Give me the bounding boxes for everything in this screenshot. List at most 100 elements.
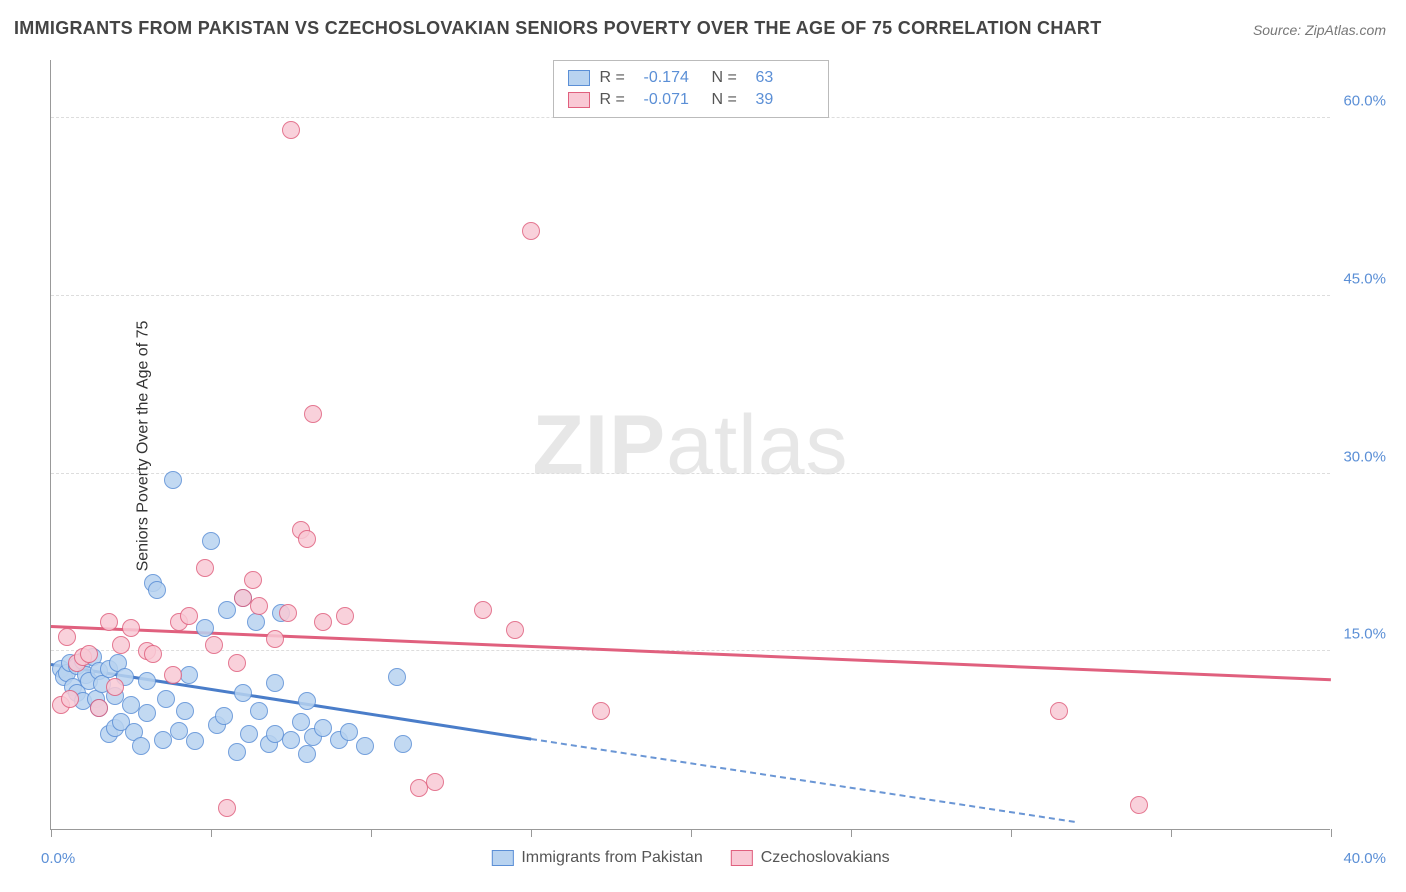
x-tick	[531, 829, 532, 837]
data-point	[282, 731, 300, 749]
data-point	[100, 613, 118, 631]
data-point	[250, 702, 268, 720]
x-tick	[1011, 829, 1012, 837]
x-tick-label: 0.0%	[41, 850, 75, 867]
y-tick-label: 15.0%	[1343, 626, 1386, 643]
data-point	[298, 530, 316, 548]
data-point	[394, 735, 412, 753]
watermark: ZIPatlas	[532, 396, 848, 493]
gridline	[51, 473, 1330, 474]
legend-r-label: R =	[600, 91, 634, 109]
legend-item: Immigrants from Pakistan	[491, 849, 702, 867]
legend-r-value: -0.071	[644, 91, 702, 109]
data-point	[522, 222, 540, 240]
data-point	[164, 666, 182, 684]
data-point	[314, 719, 332, 737]
legend-swatch	[568, 70, 590, 86]
data-point	[170, 722, 188, 740]
data-point	[196, 559, 214, 577]
gridline	[51, 295, 1330, 296]
data-point	[228, 654, 246, 672]
data-point	[61, 690, 79, 708]
data-point	[157, 690, 175, 708]
data-point	[154, 731, 172, 749]
data-point	[244, 571, 262, 589]
legend-item: Czechoslovakians	[731, 849, 890, 867]
data-point	[112, 636, 130, 654]
data-point	[122, 619, 140, 637]
data-point	[164, 471, 182, 489]
data-point	[202, 532, 220, 550]
data-point	[298, 745, 316, 763]
chart-title: IMMIGRANTS FROM PAKISTAN VS CZECHOSLOVAK…	[14, 18, 1102, 39]
data-point	[250, 597, 268, 615]
data-point	[474, 601, 492, 619]
data-point	[314, 613, 332, 631]
x-tick	[851, 829, 852, 837]
data-point	[196, 619, 214, 637]
data-point	[356, 737, 374, 755]
data-point	[90, 699, 108, 717]
legend-r-value: -0.174	[644, 69, 702, 87]
data-point	[388, 668, 406, 686]
y-tick-label: 45.0%	[1343, 270, 1386, 287]
data-point	[218, 799, 236, 817]
data-point	[340, 723, 358, 741]
legend-n-label: N =	[712, 91, 746, 109]
y-tick-label: 60.0%	[1343, 93, 1386, 110]
data-point	[186, 732, 204, 750]
source-attribution: Source: ZipAtlas.com	[1253, 22, 1386, 38]
data-point	[266, 630, 284, 648]
legend-swatch	[491, 850, 513, 866]
data-point	[218, 601, 236, 619]
data-point	[247, 613, 265, 631]
data-point	[240, 725, 258, 743]
data-point	[1050, 702, 1068, 720]
data-point	[132, 737, 150, 755]
x-tick-label: 40.0%	[1343, 850, 1386, 867]
data-point	[138, 672, 156, 690]
legend-label: Czechoslovakians	[761, 849, 890, 867]
watermark-bold: ZIP	[532, 397, 666, 491]
data-point	[234, 684, 252, 702]
data-point	[176, 702, 194, 720]
watermark-rest: atlas	[666, 397, 848, 491]
legend-label: Immigrants from Pakistan	[521, 849, 702, 867]
data-point	[1130, 796, 1148, 814]
data-point	[298, 692, 316, 710]
data-point	[592, 702, 610, 720]
legend-n-value: 39	[756, 91, 814, 109]
legend-swatch	[568, 92, 590, 108]
data-point	[279, 604, 297, 622]
data-point	[506, 621, 524, 639]
data-point	[58, 628, 76, 646]
regression-line	[51, 625, 1331, 681]
legend-swatch	[731, 850, 753, 866]
x-tick	[1171, 829, 1172, 837]
data-point	[426, 773, 444, 791]
x-tick	[691, 829, 692, 837]
regression-line	[531, 738, 1075, 823]
x-tick	[1331, 829, 1332, 837]
data-point	[138, 704, 156, 722]
series-legend: Immigrants from Pakistan Czechoslovakians	[491, 849, 889, 867]
data-point	[282, 121, 300, 139]
y-tick-label: 30.0%	[1343, 448, 1386, 465]
x-tick	[211, 829, 212, 837]
data-point	[266, 674, 284, 692]
scatter-plot-area: ZIPatlas 15.0%30.0%45.0%60.0%0.0%40.0%R …	[50, 60, 1330, 830]
data-point	[80, 645, 98, 663]
x-tick	[371, 829, 372, 837]
correlation-legend: R =-0.174N =63R =-0.071N =39	[553, 60, 829, 118]
data-point	[228, 743, 246, 761]
data-point	[148, 581, 166, 599]
data-point	[205, 636, 223, 654]
data-point	[180, 607, 198, 625]
legend-r-label: R =	[600, 69, 634, 87]
data-point	[304, 405, 322, 423]
legend-n-value: 63	[756, 69, 814, 87]
data-point	[144, 645, 162, 663]
x-tick	[51, 829, 52, 837]
data-point	[215, 707, 233, 725]
data-point	[106, 678, 124, 696]
